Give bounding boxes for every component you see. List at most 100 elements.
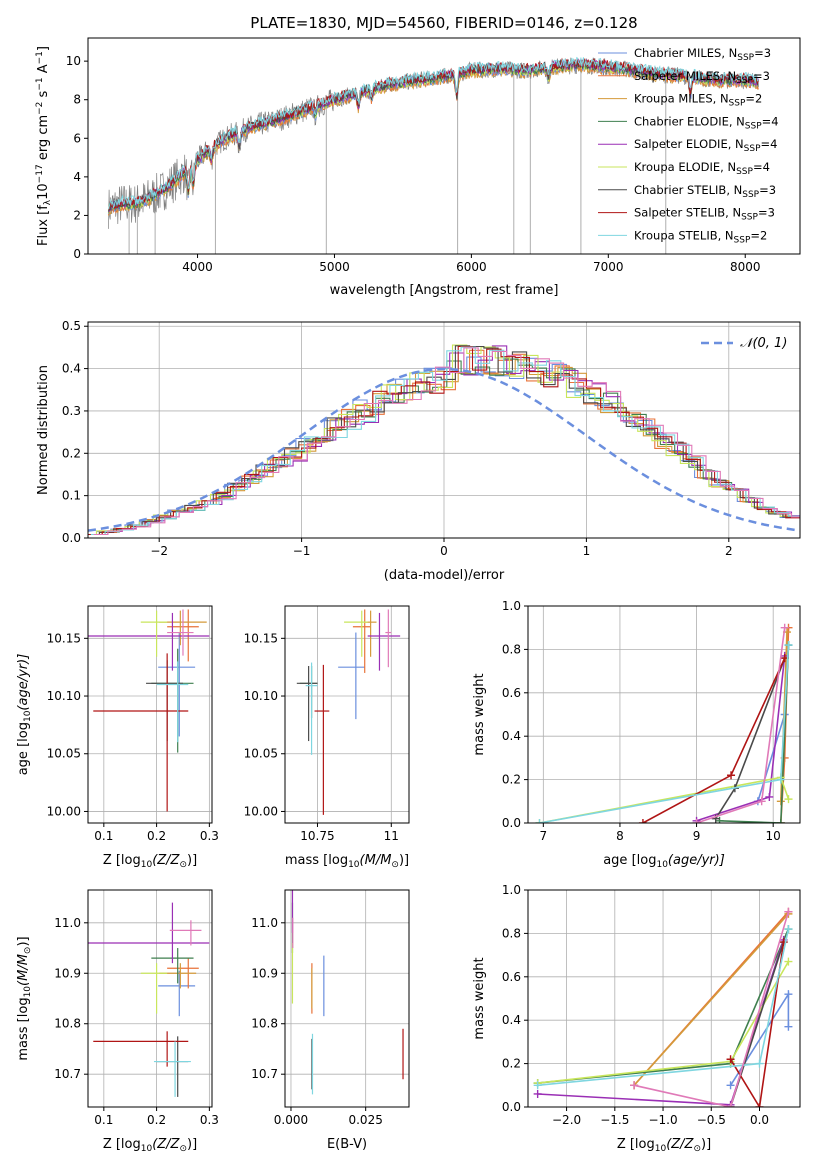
y-tick-label: 0.0	[62, 531, 81, 545]
x-axis-label: mass [log10(M/M⊙)]	[285, 853, 409, 870]
y-tick-label: 10.05	[47, 747, 81, 761]
x-tick-label: 4000	[182, 260, 213, 274]
x-axis-label: age [log10(age/yr)]	[603, 853, 725, 870]
x-tick-label: −1.0	[648, 1113, 677, 1127]
y-tick-label: 10.15	[47, 631, 81, 645]
x-tick-label: −0.5	[697, 1113, 726, 1127]
y-tick-label: 1.0	[502, 599, 521, 613]
label-part: age [log	[16, 722, 31, 775]
label-part: 10	[141, 1144, 153, 1154]
x-tick-label: 0.000	[274, 1113, 308, 1127]
axes-frame	[527, 889, 801, 1108]
label-part: Chabrier ELODIE, N	[634, 114, 745, 128]
x-axis-label: E(B-V)	[327, 1137, 367, 1152]
y-tick-label: 10.8	[251, 1017, 278, 1031]
y-tick-label: 0.4	[502, 729, 521, 743]
weight-marker-pink	[780, 623, 789, 632]
label-part: )]	[701, 1137, 711, 1152]
weight-marker-kroupa_stelib	[533, 1081, 542, 1090]
y-tick-label: 0.2	[502, 1057, 521, 1071]
label-part: age [log	[603, 853, 656, 868]
age-vs-mass: 10.75 11 10.00 10.05 10.10 10.15	[244, 605, 410, 843]
label-part: )]	[187, 1137, 197, 1152]
y-tick-label: 10.10	[47, 689, 81, 703]
label-part: SSP	[729, 99, 746, 109]
y-tick-label: 0.4	[502, 1013, 521, 1027]
weight-marker-salpeter_stelib	[755, 1103, 764, 1107]
y-tick-label: 0	[73, 247, 81, 261]
label-part: Chabrier STELIB, N	[634, 183, 742, 197]
weight-marker-pink	[630, 1081, 639, 1090]
label-part: ⊙	[391, 860, 399, 870]
legend-entry: Salpeter MILES, NSSP=3	[634, 69, 770, 86]
label-part: mass [log	[16, 997, 31, 1060]
legend-entry: Kroupa MILES, NSSP=2	[634, 92, 762, 109]
weight-marker-kroupa_stelib	[784, 925, 793, 934]
label-part: 10	[23, 710, 33, 722]
plot-content	[108, 56, 759, 254]
y-tick-label: 0.6	[502, 686, 521, 700]
weight-marker-kroupa_stelib	[535, 819, 544, 823]
plot-content	[88, 609, 210, 812]
label-part: Z [log	[617, 1137, 655, 1152]
label-part: Chabrier MILES, N	[634, 46, 737, 60]
y-axis-label: Flux [fλ10−17 erg cm−2 s−1 A−1]	[35, 46, 53, 246]
y-tick-label: 10.7	[251, 1067, 278, 1081]
weight-marker-chabrier_miles	[784, 990, 793, 999]
legend: 𝒩(0, 1)	[701, 336, 787, 351]
x-tick-label: 10.75	[300, 829, 334, 843]
label-part: (Z/Z	[152, 853, 180, 868]
weight-marker-chabrier_miles	[784, 1022, 793, 1031]
weight-marker-kroupa_elodie	[784, 795, 793, 804]
x-tick-label: 0.2	[147, 1113, 166, 1127]
weight-line-chabrier_elodie	[719, 645, 790, 823]
label-part: −1	[35, 77, 45, 90]
label-part: Salpeter MILES, N	[634, 69, 736, 83]
weight-marker-kroupa_stelib	[776, 775, 785, 784]
mass-vs-metallicity: 0.1 0.2 0.3 10.7 10.8 10.9 11.0	[54, 889, 219, 1127]
x-tick-label: 0.1	[94, 829, 113, 843]
x-tick-label: −2.0	[552, 1113, 581, 1127]
label-part: ⊙	[693, 1144, 701, 1154]
x-tick-label: 0	[440, 544, 448, 558]
y-tick-label: 11.0	[54, 916, 81, 930]
weight-marker-pink	[784, 907, 793, 916]
label-part: Kroupa STELIB, N	[634, 228, 734, 242]
label-part: ⊙	[179, 1144, 187, 1154]
axes-frame	[284, 889, 410, 1108]
label-part: SSP	[745, 121, 762, 131]
x-axis-label: wavelength [Angstrom, rest frame]	[330, 283, 559, 298]
x-tick-label: 8	[616, 829, 624, 843]
label-part: erg cm	[36, 115, 51, 164]
weight-marker-pink	[692, 819, 701, 823]
plot-background	[528, 606, 800, 823]
y-tick-label: 0.8	[502, 926, 521, 940]
y-tick-label: 10.9	[251, 966, 278, 980]
model-spectrum-salpeter_stelib	[108, 57, 759, 211]
label-part: Z [log	[103, 853, 141, 868]
label-part: (age/yr)]	[668, 853, 725, 868]
label-part: SSP	[736, 167, 753, 177]
histogram-kroupa_stelib	[90, 346, 800, 536]
x-tick-label: 8000	[730, 260, 761, 274]
weight-vs-age: 7 8 9 10 0.0 0.2 0.4 0.6 0.8 1.0	[502, 599, 801, 843]
label-part: ]	[36, 46, 51, 51]
plot-content	[535, 623, 793, 823]
y-tick-label: 10.00	[244, 804, 278, 818]
legend-entry: Chabrier ELODIE, NSSP=4	[634, 114, 779, 131]
axes-frame	[87, 889, 213, 1108]
label-part: 10	[23, 986, 33, 998]
label-part: )]	[187, 853, 197, 868]
histogram-pink	[93, 347, 800, 536]
x-tick-label: 6000	[456, 260, 487, 274]
y-axis-label: mass weight	[472, 673, 487, 755]
y-tick-label: 10.00	[47, 804, 81, 818]
y-axis-label: Normed distribution	[36, 365, 51, 495]
label-part: =3	[753, 69, 770, 83]
weight-marker-kroupa_stelib	[755, 1059, 764, 1068]
y-tick-label: 0.1	[62, 489, 81, 503]
legend-entry: Kroupa ELODIE, NSSP=4	[634, 160, 770, 177]
y-tick-label: 1.0	[502, 883, 521, 897]
y-tick-label: 4	[73, 170, 81, 184]
